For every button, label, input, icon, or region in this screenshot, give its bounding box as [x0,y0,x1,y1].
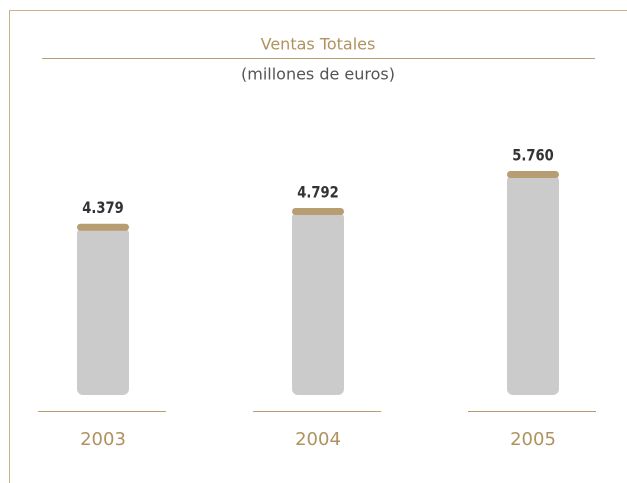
x-tick-label: 2003 [80,429,126,450]
chart-subtitle: (millones de euros) [241,65,395,84]
x-tick-label: 2005 [510,429,556,450]
bar [77,227,129,395]
chart-title: Ventas Totales [261,35,376,54]
x-tick-label: 2004 [295,429,341,450]
value-label: 4.379 [82,199,123,218]
bar-cap [292,207,344,215]
bar [292,211,344,395]
value-label: 4.792 [297,183,338,202]
value-label: 5.760 [512,146,553,165]
bar-cap [507,171,559,178]
bar [507,175,559,395]
bar-cap [77,223,129,231]
